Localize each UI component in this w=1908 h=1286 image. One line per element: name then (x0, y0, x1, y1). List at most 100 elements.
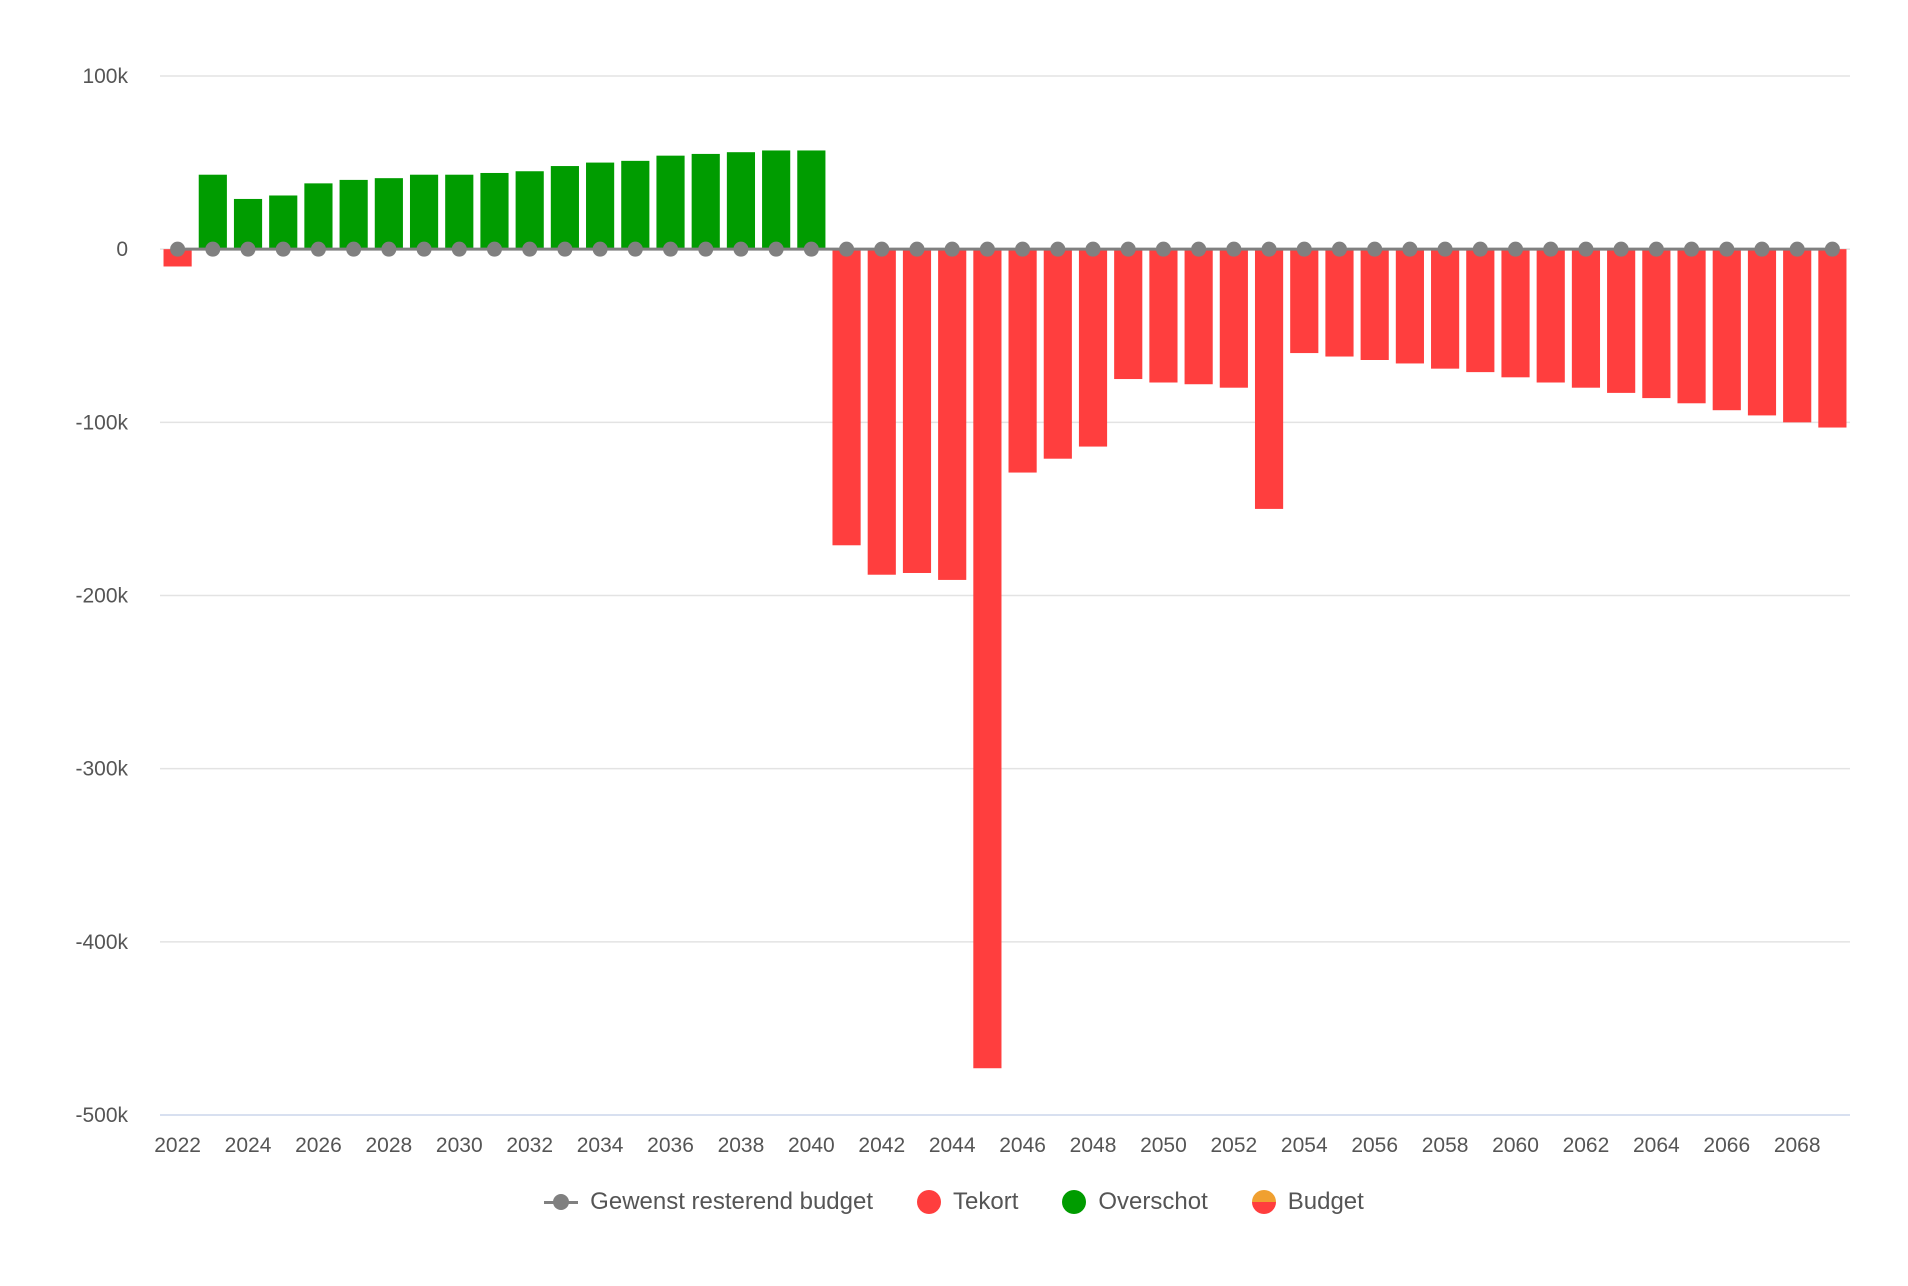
line-point[interactable] (1120, 241, 1136, 257)
legend-item-gewenst-resterend-budget[interactable]: Gewenst resterend budget (544, 1188, 873, 1216)
line-point[interactable] (1613, 241, 1629, 257)
bar[interactable] (1114, 249, 1143, 380)
line-point[interactable] (1261, 241, 1277, 257)
legend-item-budget[interactable]: Budget (1251, 1188, 1364, 1216)
line-point[interactable] (486, 241, 502, 257)
bar[interactable] (374, 178, 403, 250)
bar[interactable] (550, 166, 579, 250)
bar[interactable] (1149, 249, 1178, 383)
line-point[interactable] (733, 241, 749, 257)
line-point[interactable] (839, 241, 855, 257)
bar[interactable] (1043, 249, 1072, 459)
line-point[interactable] (381, 241, 397, 257)
line-point[interactable] (909, 241, 925, 257)
bar[interactable] (1466, 249, 1495, 373)
line-point[interactable] (592, 241, 608, 257)
bar[interactable] (1712, 249, 1741, 411)
line-point[interactable] (275, 241, 291, 257)
line-point[interactable] (1437, 241, 1453, 257)
bar[interactable] (1290, 249, 1319, 354)
line-point[interactable] (1789, 241, 1805, 257)
bar[interactable] (621, 160, 650, 250)
line-point[interactable] (1296, 241, 1312, 257)
bar[interactable] (1607, 249, 1636, 393)
line-point[interactable] (346, 241, 362, 257)
line-point[interactable] (1508, 241, 1524, 257)
line-point[interactable] (1367, 241, 1383, 257)
bar[interactable] (1818, 249, 1847, 428)
bar[interactable] (269, 195, 298, 250)
bar[interactable] (1219, 249, 1248, 388)
line-point[interactable] (1155, 241, 1171, 257)
bar[interactable] (726, 152, 756, 250)
bar[interactable] (1677, 249, 1706, 404)
line-point[interactable] (1648, 241, 1664, 257)
line-point[interactable] (1543, 241, 1559, 257)
bar[interactable] (656, 155, 685, 250)
bar[interactable] (198, 174, 227, 250)
bar[interactable] (1642, 249, 1671, 399)
bar[interactable] (1395, 249, 1424, 364)
line-point[interactable] (1578, 241, 1594, 257)
line-point[interactable] (1824, 241, 1840, 257)
bar[interactable] (832, 249, 861, 546)
line-point[interactable] (944, 241, 960, 257)
line-point[interactable] (1472, 241, 1488, 257)
line-point[interactable] (663, 241, 679, 257)
bar[interactable] (1078, 249, 1108, 447)
line-point[interactable] (1719, 241, 1735, 257)
line-point[interactable] (416, 241, 432, 257)
legend-item-tekort[interactable]: Tekort (917, 1188, 1018, 1216)
bar[interactable] (1184, 249, 1213, 385)
line-point[interactable] (310, 241, 326, 257)
bar[interactable] (1747, 249, 1777, 416)
line-point[interactable] (522, 241, 538, 257)
bar[interactable] (1008, 249, 1037, 473)
bar[interactable] (1325, 249, 1354, 357)
line-point[interactable] (698, 241, 714, 257)
bar[interactable] (1501, 249, 1530, 378)
bar[interactable] (1783, 249, 1812, 423)
bar[interactable] (515, 171, 544, 250)
line-point[interactable] (1684, 241, 1700, 257)
line-point[interactable] (170, 241, 186, 257)
bar[interactable] (1254, 249, 1284, 509)
line-point[interactable] (1191, 241, 1207, 257)
line-point[interactable] (1331, 241, 1347, 257)
bar[interactable] (480, 172, 509, 250)
bar[interactable] (445, 174, 474, 250)
bar[interactable] (163, 249, 192, 267)
bar[interactable] (1431, 249, 1460, 369)
line-point[interactable] (205, 241, 221, 257)
bar[interactable] (1571, 249, 1601, 388)
line-point[interactable] (1754, 241, 1770, 257)
line-point[interactable] (1050, 241, 1066, 257)
line-point[interactable] (1226, 241, 1242, 257)
line-point[interactable] (1015, 241, 1031, 257)
bar[interactable] (233, 198, 263, 250)
line-point[interactable] (803, 241, 819, 257)
line-point[interactable] (557, 241, 573, 257)
line-point[interactable] (1402, 241, 1418, 257)
bar[interactable] (938, 249, 967, 580)
line-point[interactable] (240, 241, 256, 257)
bar[interactable] (304, 183, 333, 250)
bar[interactable] (797, 150, 826, 250)
bar[interactable] (691, 153, 720, 250)
legend-item-overschot[interactable]: Overschot (1062, 1188, 1208, 1216)
bar[interactable] (1536, 249, 1565, 383)
bar[interactable] (339, 179, 368, 250)
bar[interactable] (902, 249, 932, 573)
line-point[interactable] (451, 241, 467, 257)
line-point[interactable] (768, 241, 784, 257)
line-point[interactable] (874, 241, 890, 257)
line-point[interactable] (1085, 241, 1101, 257)
bar[interactable] (1360, 249, 1389, 360)
bar[interactable] (586, 162, 615, 250)
bar[interactable] (409, 174, 439, 250)
bar[interactable] (973, 249, 1002, 1069)
bar[interactable] (867, 249, 896, 575)
line-point[interactable] (979, 241, 995, 257)
bar[interactable] (762, 150, 791, 250)
line-point[interactable] (627, 241, 643, 257)
